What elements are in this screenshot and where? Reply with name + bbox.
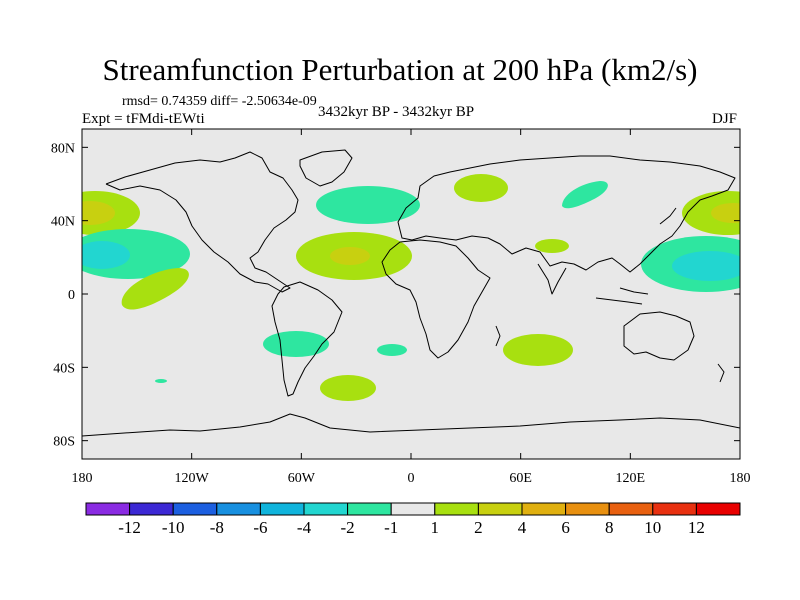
- nw-pacific-positive-core: [711, 203, 740, 223]
- colorbar-swatch: [695, 502, 741, 516]
- s-indian-ocean-positive: [503, 334, 573, 366]
- x-tick-label: 180: [730, 471, 751, 486]
- s-atlantic-positive: [320, 375, 376, 401]
- europe-positive: [454, 174, 508, 202]
- w-pacific-negative-core: [672, 251, 740, 281]
- coast-greenland: [299, 149, 353, 187]
- coast-japan: [659, 207, 677, 225]
- colorbar-swatch: [652, 502, 697, 516]
- coast-indonesia: [595, 287, 649, 305]
- time-range-label: 3432kyr BP - 3432kyr BP: [318, 104, 475, 120]
- colorbar-swatch: [259, 502, 305, 516]
- colorbar-swatch: [477, 502, 523, 516]
- colorbar-swatch: [390, 502, 436, 516]
- colorbar-label: -2: [341, 518, 355, 537]
- coast-australia: [623, 311, 695, 361]
- colorbar-swatch: [172, 502, 218, 516]
- y-tick-label: 80S: [53, 435, 75, 450]
- colorbar-swatch: [303, 502, 349, 516]
- y-tick-label: 40S: [53, 361, 75, 376]
- s-pacific-tiny-negative: [155, 379, 167, 383]
- coast-south-america: [271, 281, 343, 397]
- central-pacific-negative-core: [82, 241, 130, 269]
- x-tick-label: 60E: [509, 471, 532, 486]
- colorbar: -12 -10 -8 -6 -4 -2 -1 1 2 4 6 8 10 12: [85, 502, 741, 537]
- map-background: [82, 129, 740, 459]
- e-pacific-positive: [121, 268, 189, 310]
- colorbar-label: 1: [431, 518, 440, 537]
- colorbar-swatch: [347, 502, 392, 516]
- coast-north-america: [105, 151, 299, 293]
- colorbar-swatch: [85, 502, 131, 516]
- coast-antarctica: [82, 413, 740, 437]
- x-tick-label: 120E: [616, 471, 646, 486]
- coast-africa: [381, 239, 491, 359]
- x-tick-label: 120W: [175, 471, 210, 486]
- experiment-label: Expt = tFMdi-tEWti: [82, 111, 205, 127]
- x-tick-label: 180: [72, 471, 93, 486]
- coast-new-zealand: [717, 363, 725, 383]
- india-positive: [535, 239, 569, 253]
- colorbar-label: -1: [384, 518, 398, 537]
- y-tick-label: 40N: [51, 215, 75, 230]
- atlantic-positive-core: [330, 247, 370, 265]
- coast-india: [537, 263, 567, 295]
- colorbar-label: 12: [688, 518, 705, 537]
- colorbar-swatch: [521, 502, 567, 516]
- colorbar-label: 10: [644, 518, 661, 537]
- coastlines: [82, 149, 740, 437]
- colorbar-label: -4: [297, 518, 312, 537]
- colorbar-swatch: [129, 502, 174, 516]
- coast-madagascar: [495, 325, 501, 347]
- colorbar-swatch: [434, 502, 479, 516]
- colorbar-label: 8: [605, 518, 614, 537]
- colorbar-label: -8: [210, 518, 224, 537]
- colorbar-swatch: [608, 502, 654, 516]
- s-atlantic-small-negative: [377, 344, 407, 356]
- colorbar-label: -6: [253, 518, 267, 537]
- x-tick-label: 60W: [288, 471, 316, 486]
- colorbar-label: 2: [474, 518, 483, 537]
- n-atlantic-negative: [316, 186, 420, 224]
- season-label: DJF: [712, 111, 738, 127]
- colorbar-label: 6: [561, 518, 570, 537]
- colorbar-label: 4: [518, 518, 527, 537]
- colorbar-swatch: [565, 502, 610, 516]
- colorbar-swatch: [216, 502, 261, 516]
- s-america-negative: [263, 331, 329, 357]
- n-pacific-positive-core: [82, 201, 115, 225]
- colorbar-label: -12: [118, 518, 141, 537]
- chart-title: Streamfunction Perturbation at 200 hPa (…: [102, 52, 698, 87]
- x-tick-label: 0: [408, 471, 415, 486]
- siberia-negative: [562, 181, 608, 209]
- colorbar-label: -10: [162, 518, 185, 537]
- y-tick-label: 80N: [51, 141, 75, 156]
- coast-eurasia: [397, 155, 736, 273]
- rmsd-stats: rmsd= 0.74359 diff= -2.50634e-09: [122, 94, 317, 109]
- y-tick-label: 0: [68, 288, 75, 303]
